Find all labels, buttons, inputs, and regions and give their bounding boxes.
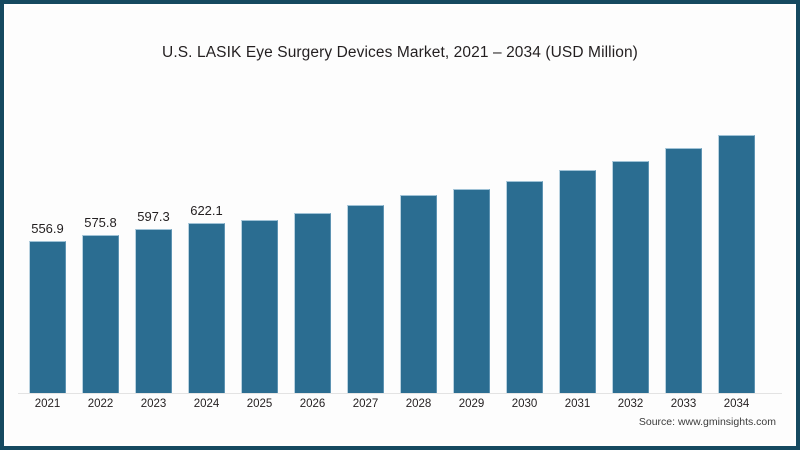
bar-rect-2025[interactable] [241,219,278,394]
x-tick-2027: 2027 [352,398,379,410]
x-tick-2031: 2031 [564,398,591,410]
bar-value-label-2022: 575.8 [84,215,117,231]
x-tick-2028: 2028 [405,398,432,410]
bar-rect-2029[interactable] [453,188,490,394]
bar-rect-2031[interactable] [559,169,596,394]
x-tick-2034: 2034 [723,398,750,410]
bar-2034[interactable] [718,106,755,394]
bar-2026[interactable] [294,106,331,394]
bar-rect-2032[interactable] [612,160,649,394]
x-tick-2023: 2023 [140,398,167,410]
chart-title: U.S. LASIK Eye Surgery Devices Market, 2… [162,44,638,61]
x-tick-2030: 2030 [511,398,538,410]
bar-2027[interactable] [347,106,384,394]
bar-2033[interactable] [665,106,702,394]
bar-2025[interactable] [241,106,278,394]
bar-2024[interactable]: 622.1 [188,106,225,394]
bar-rect-2023[interactable] [135,229,172,394]
x-tick-2029: 2029 [458,398,485,410]
x-axis-tick-labels: 2021 2022 2023 2024 2025 2026 2027 2028 2029 2030… [18,398,782,416]
bar-rect-2026[interactable] [294,213,331,394]
bar-rect-2030[interactable] [506,180,543,394]
bar-2021[interactable]: 556.9 [29,106,66,394]
x-tick-2032: 2032 [617,398,644,410]
x-tick-2033: 2033 [670,398,697,410]
source-caption: Source: www.gminsights.com [638,416,776,428]
bar-rect-2022[interactable] [82,235,119,394]
x-tick-2026: 2026 [299,398,326,410]
x-tick-2021: 2021 [34,398,61,410]
plot-area: 556.9 575.8 597.3 622.1 [18,106,782,394]
bar-rect-2028[interactable] [400,194,437,394]
bar-2029[interactable] [453,106,490,394]
x-tick-2025: 2025 [246,398,273,410]
bar-rect-2024[interactable] [188,222,225,394]
bar-value-label-2023: 597.3 [137,209,170,225]
chart-inner-frame: U.S. LASIK Eye Surgery Devices Market, 2… [4,4,796,446]
bar-2032[interactable] [612,106,649,394]
x-axis-line [18,393,782,394]
bar-value-label-2021: 556.9 [31,220,64,236]
x-tick-2024: 2024 [193,398,220,410]
x-tick-2022: 2022 [87,398,114,410]
bar-rect-2021[interactable] [29,240,66,394]
bar-rect-2034[interactable] [718,134,755,394]
bar-2022[interactable]: 575.8 [82,106,119,394]
bar-rect-2033[interactable] [665,147,702,394]
bar-rect-2027[interactable] [347,204,384,394]
bar-2031[interactable] [559,106,596,394]
bar-value-label-2024: 622.1 [190,202,223,218]
bar-2028[interactable] [400,106,437,394]
bar-2023[interactable]: 597.3 [135,106,172,394]
bar-2030[interactable] [506,106,543,394]
